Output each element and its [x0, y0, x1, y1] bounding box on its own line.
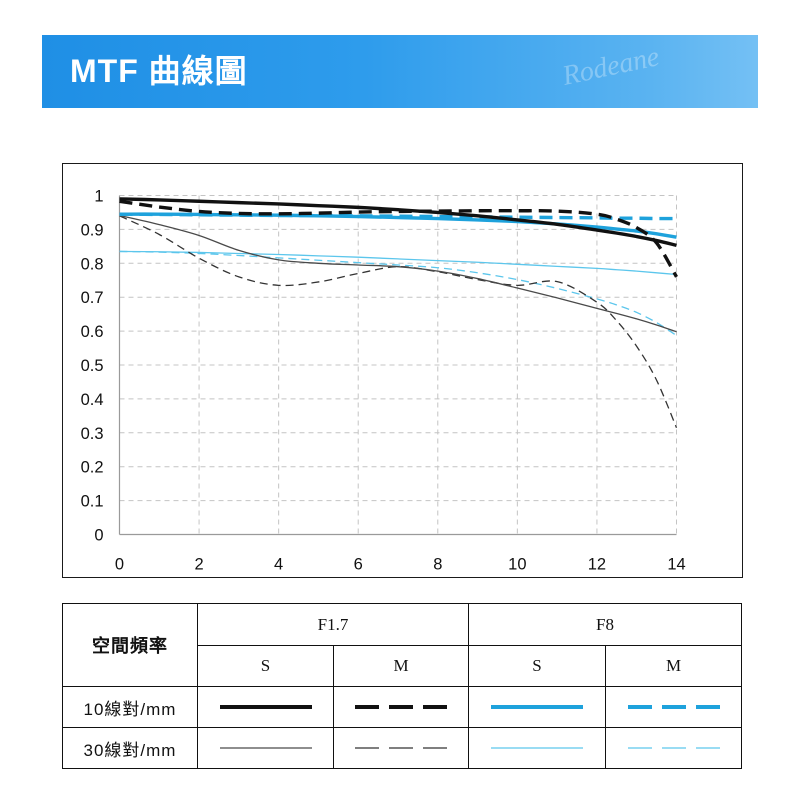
legend-sample [627, 747, 720, 749]
legend-direction-header: M [605, 645, 742, 687]
legend-sample-cell [197, 727, 334, 769]
legend-direction-header: S [468, 645, 606, 687]
mtf-curve-f1-7-s-10-mm [119, 197, 677, 247]
legend-sample [627, 705, 720, 709]
legend-sample [355, 747, 447, 749]
legend-sample [219, 705, 312, 709]
x-tick-label: 6 [354, 556, 363, 574]
y-tick-label: 0.7 [81, 289, 104, 307]
x-tick-label: 0 [115, 556, 124, 574]
legend-sample-cell [468, 686, 606, 728]
x-tick-label: 2 [194, 556, 203, 574]
legend-corner-label: 空間頻率 [62, 603, 198, 687]
chart-grid [119, 195, 677, 535]
y-tick-label: 0.5 [81, 357, 104, 375]
y-tick-label: 0.4 [81, 391, 104, 409]
page-title: MTF 曲線圖 [70, 53, 248, 89]
legend-frequency-label: 30線對/mm [62, 727, 198, 769]
legend-sample-cell [605, 686, 742, 728]
chart-curves [119, 197, 678, 428]
legend-direction-header: S [197, 645, 334, 687]
legend-table: 空間頻率 F1.7 F8 S M S M 10線對/mm 30線對/mm [62, 603, 742, 769]
legend-aperture-header: F1.7 [197, 603, 469, 646]
mtf-chart: 00.10.20.30.40.50.60.70.80.910 2 4 6 8 10 12 14 [81, 188, 686, 574]
legend-sample [491, 747, 583, 749]
legend-sample [355, 705, 447, 709]
legend-sample-cell [197, 686, 334, 728]
mtf-curve-f8-s-30-mm [119, 250, 677, 276]
y-tick-label: 0.3 [81, 425, 104, 443]
legend-sample-cell [605, 727, 742, 769]
x-tick-label: 4 [274, 556, 283, 574]
legend-frequency-label: 10線對/mm [62, 686, 198, 728]
legend-sample [219, 747, 312, 749]
y-tick-label: 1 [94, 188, 103, 206]
legend-sample-cell [333, 727, 469, 769]
y-tick-label: 0.1 [81, 493, 104, 511]
legend-sample-cell [468, 727, 606, 769]
y-tick-label: 0 [94, 527, 103, 545]
mtf-chart-frame: 0 0.1 0.2 0.3 0.4 0.5 0.6 0.7 0.8 0.9 1 0 2 4 6 8 10 12 14 [62, 163, 743, 578]
mtf-curve-f1-7-s-30-mm [119, 214, 677, 333]
watermark-text: Rodeane [559, 41, 663, 92]
mtf-curve-f1-7-m-30-mm [119, 215, 678, 428]
x-tick-label: 10 [508, 556, 526, 574]
mtf-curve-f8-m-30-mm [119, 250, 677, 337]
x-tick-label: 12 [588, 556, 606, 574]
legend-sample-cell [333, 686, 469, 728]
y-tick-label: 0.6 [81, 323, 104, 341]
x-tick-label: 14 [667, 556, 685, 574]
legend-aperture-header: F8 [468, 603, 742, 646]
chart-tick-labels: 00.10.20.30.40.50.60.70.80.910 2 4 6 8 10 12 14 [81, 188, 686, 574]
y-tick-label: 0.2 [81, 459, 104, 477]
y-tick-label: 0.8 [81, 255, 104, 273]
mtf-curve-f1-7-m-10-mm [119, 199, 678, 278]
x-tick-label: 8 [433, 556, 442, 574]
legend-sample [491, 705, 583, 709]
y-tick-label: 0.9 [81, 221, 104, 239]
legend-direction-header: M [333, 645, 469, 687]
title-banner: MTF 曲線圖 Rodeane [42, 35, 758, 108]
mtf-curve-f8-s-10-mm [119, 212, 677, 239]
